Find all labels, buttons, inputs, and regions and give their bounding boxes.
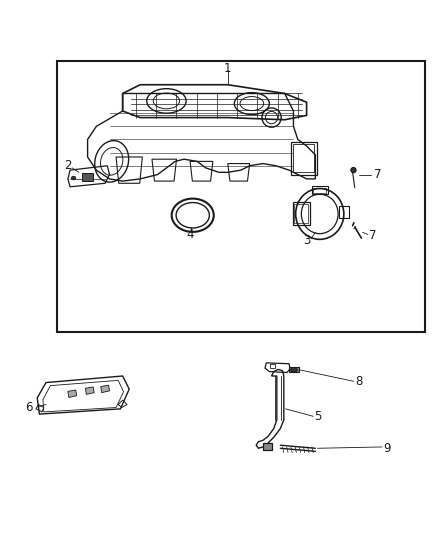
Bar (312, 187, 328, 194)
Text: 6: 6 (25, 401, 32, 414)
Polygon shape (101, 385, 110, 393)
Text: 3: 3 (303, 233, 310, 247)
Text: 1: 1 (224, 62, 232, 75)
Polygon shape (68, 390, 77, 398)
Bar (291, 142, 317, 174)
Bar (263, 443, 272, 449)
Text: 7: 7 (369, 229, 376, 243)
Bar (293, 144, 314, 172)
Text: 2: 2 (64, 159, 72, 172)
Ellipse shape (351, 167, 356, 173)
Bar (270, 364, 275, 368)
Text: 4: 4 (187, 228, 194, 241)
Polygon shape (85, 387, 94, 394)
Text: 8: 8 (355, 375, 362, 387)
Bar (313, 188, 326, 193)
Bar (57, 61, 425, 332)
Bar (339, 206, 349, 219)
Ellipse shape (265, 444, 270, 449)
Ellipse shape (290, 368, 297, 372)
Bar (294, 204, 308, 223)
Text: 7: 7 (374, 168, 382, 181)
Ellipse shape (71, 176, 76, 180)
Bar (82, 173, 93, 181)
Text: 5: 5 (314, 410, 322, 423)
Bar (293, 202, 310, 225)
Text: 9: 9 (383, 442, 391, 455)
Bar (289, 367, 299, 373)
